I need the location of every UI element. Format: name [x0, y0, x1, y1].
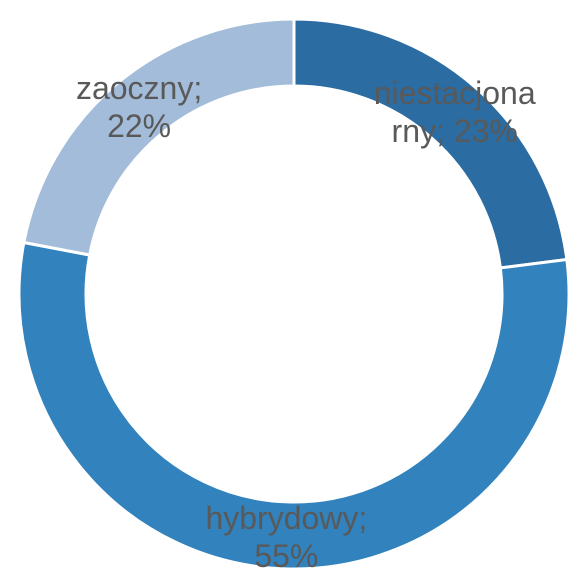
label-value: 55%	[254, 537, 319, 574]
label-category: hybrydowy	[205, 499, 359, 536]
label-category: zaoczny	[75, 69, 194, 106]
label-separator: ;	[358, 499, 368, 536]
donut-segment	[17, 240, 569, 571]
label-value: 22%	[107, 107, 172, 144]
label-value: 23%	[453, 112, 518, 149]
data-label: zaoczny; 22%	[54, 69, 224, 145]
label-separator: ;	[193, 69, 203, 106]
donut-segment	[22, 17, 296, 257]
data-label: niestacjonarny; 23%	[370, 74, 540, 150]
data-label: hybrydowy; 55%	[201, 499, 371, 575]
label-category: niestacjonarny	[373, 74, 536, 149]
label-separator: ;	[436, 112, 454, 149]
